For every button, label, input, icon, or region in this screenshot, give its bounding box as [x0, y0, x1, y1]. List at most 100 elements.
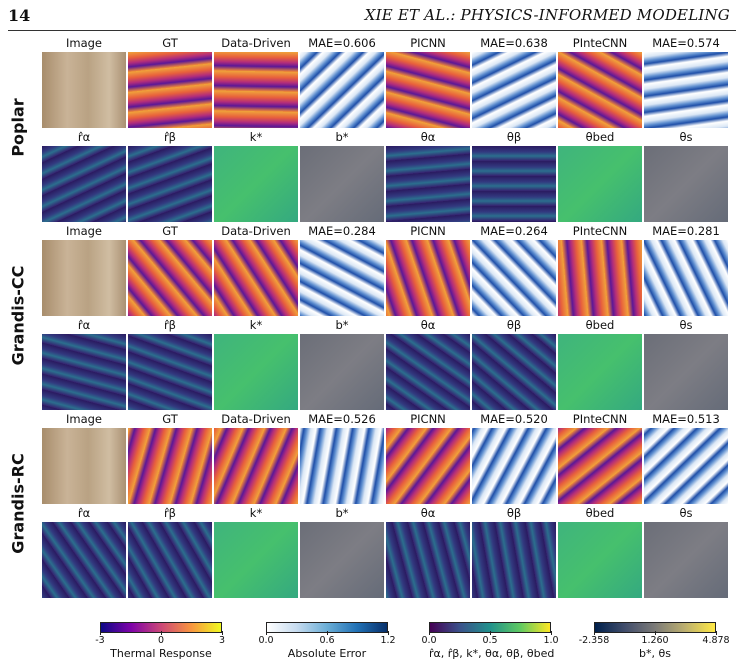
figure-panel: MAE=0.606	[300, 34, 384, 128]
colorbar-label: r̂α, r̂β, k*, θα, θβ, θbed	[429, 647, 555, 660]
panel-title: r̂α	[77, 130, 91, 144]
figure-panel: r̂β	[128, 504, 212, 598]
panel-image	[42, 428, 126, 504]
panel-image	[386, 334, 470, 410]
row-label: Grandis-CC	[8, 265, 28, 366]
panel-image	[42, 146, 126, 222]
figure-panel: r̂α	[42, 504, 126, 598]
panel-title: PInteCNN	[572, 412, 628, 426]
figure-panel: Image	[42, 410, 126, 504]
figure-panel: MAE=0.284	[300, 222, 384, 316]
colorbar-tick-mark	[266, 631, 267, 635]
figure-panel: θs	[644, 504, 728, 598]
figure-panel: θβ	[472, 504, 556, 598]
panel-title: r̂β	[163, 318, 177, 332]
figure-panel: MAE=0.526	[300, 410, 384, 504]
panel-title: θβ	[506, 318, 522, 332]
panel-title: k*	[249, 130, 263, 144]
figure-panel: Image	[42, 34, 126, 128]
colorbar-tick-label: 4.878	[702, 635, 730, 646]
panel-title: θβ	[506, 130, 522, 144]
panel-image	[42, 240, 126, 316]
panel-image	[558, 334, 642, 410]
colorbar-tick-label: 0.6	[319, 635, 335, 646]
panel-image	[214, 240, 298, 316]
row-label: Poplar	[8, 98, 28, 157]
figure-panel: PInteCNN	[558, 410, 642, 504]
panel-title: MAE=0.281	[652, 224, 720, 238]
panel-title: MAE=0.606	[308, 36, 376, 50]
panel-image	[558, 52, 642, 128]
panel-title: PICNN	[410, 36, 446, 50]
colorbar-tick-mark	[655, 631, 656, 635]
panel-image	[472, 146, 556, 222]
panel-image	[472, 522, 556, 598]
colorbar-tick-mark	[551, 631, 552, 635]
figure-panel: b*	[300, 504, 384, 598]
figure-panel: r̂α	[42, 316, 126, 410]
figure-panel: Data-Driven	[214, 34, 298, 128]
panel-title: Image	[65, 224, 103, 238]
colorbar-tick-label: -2.358	[578, 635, 610, 646]
panel-image	[214, 522, 298, 598]
figure-panel: PICNN	[386, 34, 470, 128]
panel-image	[472, 428, 556, 504]
figure-panel: k*	[214, 316, 298, 410]
panel-title: θbed	[585, 506, 615, 520]
colorbar: 0.0 0.6 1.2 Absolute Error	[258, 622, 396, 660]
colorbar-tick-mark	[594, 631, 595, 635]
panel-title: Image	[65, 36, 103, 50]
figure-panel: PICNN	[386, 410, 470, 504]
panel-image	[558, 240, 642, 316]
panel-image	[214, 52, 298, 128]
figure-panel: θβ	[472, 316, 556, 410]
running-title: XIE ET AL.: PHYSICS-INFORMED MODELING	[364, 6, 730, 24]
figure-panel: b*	[300, 316, 384, 410]
figure-panel: Data-Driven	[214, 410, 298, 504]
panel-image	[644, 522, 728, 598]
panel-image	[472, 52, 556, 128]
panel-title: θβ	[506, 506, 522, 520]
panel-image	[128, 146, 212, 222]
colorbar-tick-mark	[100, 631, 101, 635]
figure-panel: GT	[128, 222, 212, 316]
panel-image	[558, 146, 642, 222]
panel-image	[42, 522, 126, 598]
figure-panel: GT	[128, 34, 212, 128]
panel-title: k*	[249, 318, 263, 332]
panel-image	[42, 334, 126, 410]
panel-title: Data-Driven	[221, 224, 291, 238]
panel-title: b*	[335, 506, 349, 520]
colorbar-label: Thermal Response	[110, 647, 212, 660]
panel-title: θbed	[585, 130, 615, 144]
row-label: Grandis-RC	[8, 453, 28, 554]
colorbar-tick-mark	[490, 631, 491, 635]
figure-panel: θbed	[558, 316, 642, 410]
panel-image	[386, 52, 470, 128]
panel-image	[128, 428, 212, 504]
panel-title: GT	[162, 36, 178, 50]
figure-panel: θbed	[558, 128, 642, 222]
figure-panel: MAE=0.520	[472, 410, 556, 504]
panel-image	[558, 428, 642, 504]
colorbar-tick-mark	[388, 631, 389, 635]
panel-title: θbed	[585, 318, 615, 332]
panel-image	[128, 522, 212, 598]
figure-panel: Image	[42, 222, 126, 316]
panel-image	[214, 428, 298, 504]
panel-image	[386, 428, 470, 504]
figure-panel: GT	[128, 410, 212, 504]
colorbar-tick-label: 0.5	[482, 635, 498, 646]
panel-title: MAE=0.526	[308, 412, 376, 426]
figure-panel: MAE=0.264	[472, 222, 556, 316]
panel-title: r̂α	[77, 318, 91, 332]
panel-image	[644, 240, 728, 316]
figure-panel: Data-Driven	[214, 222, 298, 316]
panel-title: MAE=0.284	[308, 224, 376, 238]
panel-title: r̂β	[163, 130, 177, 144]
panel-title: Data-Driven	[221, 36, 291, 50]
figure-panel: MAE=0.638	[472, 34, 556, 128]
panel-image	[300, 240, 384, 316]
panel-image	[644, 146, 728, 222]
figure-panel: θs	[644, 316, 728, 410]
